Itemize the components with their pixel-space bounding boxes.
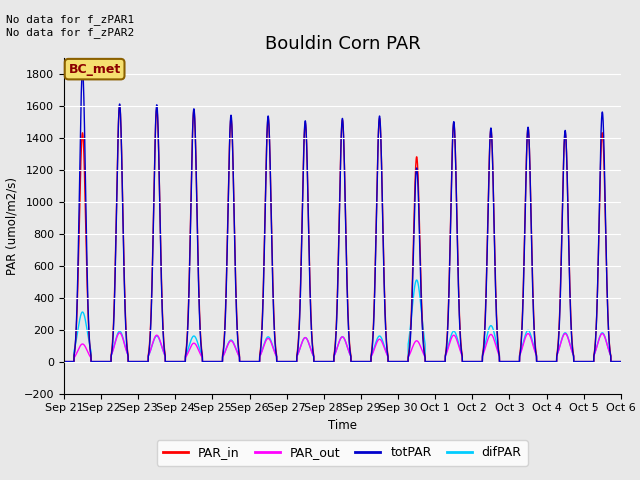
totPAR	[499, 359, 507, 364]
Line: PAR_in: PAR_in	[64, 106, 621, 361]
Y-axis label: PAR (umol/m2/s): PAR (umol/m2/s)	[5, 177, 18, 275]
PAR_in	[116, 103, 124, 108]
PAR_in	[161, 343, 168, 349]
PAR_in	[617, 359, 625, 364]
PAR_out	[499, 359, 507, 364]
totPAR	[436, 359, 444, 364]
difPAR	[60, 359, 68, 364]
PAR_out	[161, 351, 168, 357]
Legend: PAR_in, PAR_out, totPAR, difPAR: PAR_in, PAR_out, totPAR, difPAR	[157, 440, 528, 466]
PAR_in	[322, 359, 330, 364]
PAR_out	[322, 359, 330, 364]
difPAR	[322, 359, 330, 364]
Line: PAR_out: PAR_out	[64, 333, 621, 361]
difPAR	[436, 359, 444, 364]
difPAR	[160, 350, 168, 356]
PAR_out	[467, 359, 475, 364]
totPAR	[322, 359, 330, 364]
PAR_out	[436, 359, 444, 364]
difPAR	[413, 277, 420, 283]
PAR_in	[436, 359, 444, 364]
difPAR	[616, 359, 624, 364]
PAR_out	[617, 359, 625, 364]
totPAR	[60, 359, 68, 364]
totPAR	[616, 359, 624, 364]
PAR_in	[467, 359, 475, 364]
difPAR	[499, 359, 507, 364]
PAR_out	[116, 330, 124, 336]
totPAR	[617, 359, 625, 364]
difPAR	[617, 359, 625, 364]
totPAR	[161, 346, 168, 351]
totPAR	[79, 68, 86, 73]
PAR_in	[499, 359, 507, 364]
PAR_in	[60, 359, 68, 364]
PAR_out	[60, 359, 68, 364]
Line: totPAR: totPAR	[64, 71, 621, 361]
PAR_out	[616, 359, 624, 364]
Text: BC_met: BC_met	[68, 63, 121, 76]
PAR_in	[616, 359, 624, 364]
X-axis label: Time: Time	[328, 419, 357, 432]
Text: No data for f_zPAR1
No data for f_zPAR2: No data for f_zPAR1 No data for f_zPAR2	[6, 14, 134, 38]
Line: difPAR: difPAR	[64, 280, 621, 361]
difPAR	[467, 359, 475, 364]
Title: Bouldin Corn PAR: Bouldin Corn PAR	[264, 35, 420, 53]
totPAR	[467, 359, 475, 364]
